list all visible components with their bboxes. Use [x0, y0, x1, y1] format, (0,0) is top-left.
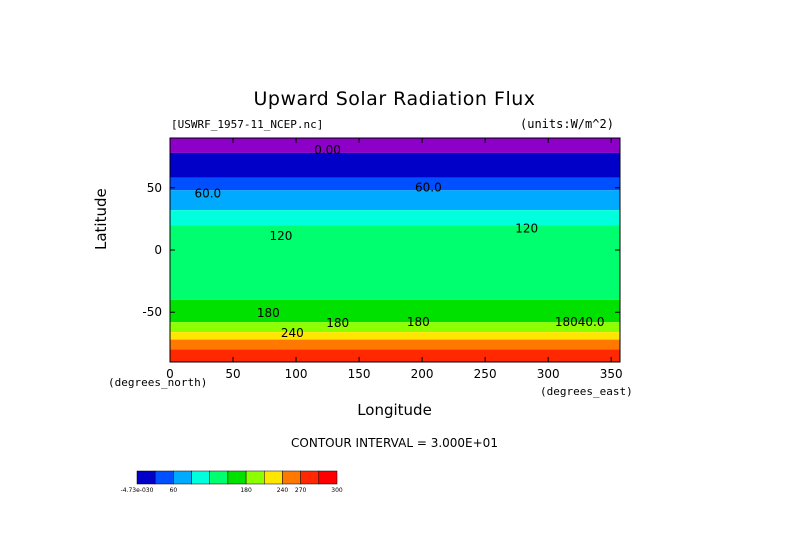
colorbar-swatch — [154, 470, 174, 485]
heatmap-band — [170, 138, 620, 153]
heatmap-band — [170, 332, 620, 340]
heatmap-band — [170, 299, 620, 323]
contour-label: 180 — [326, 316, 349, 330]
colorbar-swatch — [318, 470, 338, 485]
colorbar-tick-label: 180 — [240, 487, 252, 494]
colorbar-swatch — [245, 470, 265, 485]
colorbar-swatch — [209, 470, 229, 485]
x-tick-label: 0 — [166, 367, 174, 381]
colorbar-swatch — [264, 470, 283, 485]
colorbar-swatch — [173, 470, 192, 485]
x-tick-label: 200 — [411, 367, 434, 381]
heatmap-band — [170, 210, 620, 226]
x-tick-label: 150 — [348, 367, 371, 381]
contour-label: 240 — [281, 326, 304, 340]
x-tick-label: 50 — [225, 367, 240, 381]
colorbar-tick-label: 300 — [331, 487, 343, 494]
contour-label: 120 — [269, 229, 292, 243]
colorbar-tick-label: 240 — [277, 487, 289, 494]
contour-label: 60.0 — [415, 181, 442, 195]
contour-label: 180 — [257, 306, 280, 320]
contour-interval: CONTOUR INTERVAL = 3.000E+01 — [291, 436, 498, 450]
heatmap-band — [170, 177, 620, 191]
heatmap-band — [170, 225, 620, 300]
heatmap-band — [170, 190, 620, 211]
x-tick-label: 250 — [474, 367, 497, 381]
x-tick-label: 300 — [537, 367, 560, 381]
y-axis-unit: (degrees_north) — [108, 376, 208, 389]
y-tick-label: -50 — [142, 305, 162, 319]
contour-label: 180 — [407, 315, 430, 329]
colorbar-swatch — [300, 470, 320, 485]
units-label: (units:W/m^2) — [520, 117, 614, 131]
x-tick-label: 100 — [285, 367, 308, 381]
x-axis-unit: (degrees_east) — [540, 385, 633, 398]
colorbar-tick-label: -4.73e-030 — [121, 487, 154, 494]
colorbar-tick-label: 270 — [295, 487, 307, 494]
y-tick-label: 0 — [154, 243, 162, 257]
heatmap-band — [170, 322, 620, 333]
x-tick-label: 350 — [600, 367, 623, 381]
contour-label: 0.00 — [314, 143, 341, 157]
x-axis-label: Longitude — [357, 401, 432, 419]
colorbar-swatch — [136, 470, 156, 485]
colorbar-swatch — [282, 470, 301, 485]
contour-label: 120 — [515, 222, 538, 236]
colorbar-tick-label: 60 — [170, 487, 178, 494]
chart-title: Upward Solar Radiation Flux — [253, 88, 536, 110]
contour-label: 18040.0 — [555, 315, 605, 329]
heatmap-band — [170, 339, 620, 350]
colorbar-swatch — [227, 470, 247, 485]
colorbar-swatch — [191, 470, 210, 485]
file-label: [USWRF_1957-11_NCEP.nc] — [171, 118, 324, 131]
contour-label: 60.0 — [194, 187, 221, 201]
heatmap-band — [170, 152, 620, 178]
heatmap-band — [170, 349, 620, 362]
y-tick-label: 50 — [147, 181, 162, 195]
